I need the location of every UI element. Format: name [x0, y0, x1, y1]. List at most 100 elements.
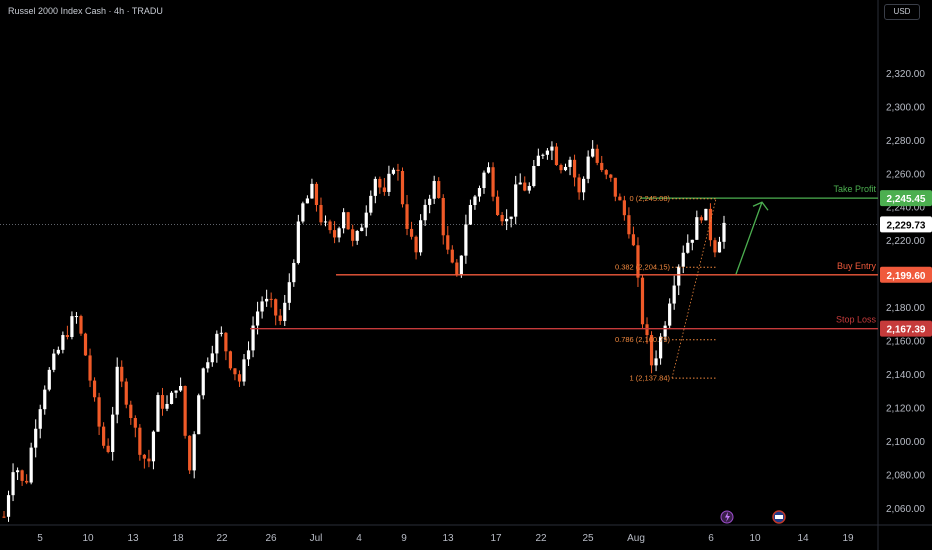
- candle-body: [342, 212, 346, 229]
- candle-body: [582, 178, 586, 193]
- last-price-label: 2,229.73: [887, 220, 926, 231]
- trade-levels: Take Profit Buy Entry Stop Loss: [250, 184, 878, 330]
- y-tick-label: 2,180.00: [886, 303, 925, 314]
- fib-label: 0.382 (2,204.15): [615, 263, 671, 272]
- candle-body: [631, 234, 636, 246]
- candle-body: [550, 146, 554, 151]
- candle-body: [111, 414, 115, 452]
- candle-body: [265, 298, 269, 302]
- fib-label: 0.786 (2,160.79): [615, 335, 671, 344]
- candle-body: [477, 188, 482, 197]
- y-tick-label: 2,320.00: [886, 69, 925, 80]
- level-name: Take Profit: [833, 184, 876, 194]
- candle-body: [2, 516, 6, 518]
- candle-body: [29, 447, 33, 483]
- candle-body: [400, 170, 405, 205]
- last-price-tag: [880, 216, 932, 233]
- y-tick-label: 2,120.00: [886, 403, 925, 414]
- candle-body: [192, 434, 196, 471]
- x-tick-label: 13: [442, 533, 454, 544]
- price-axis[interactable]: 2,060.00 2,080.00 2,100.00 2,120.00 2,140.00…: [880, 69, 932, 515]
- candle-body: [577, 177, 581, 193]
- candle-body: [464, 224, 468, 256]
- candle-body: [595, 148, 599, 163]
- candle-body: [179, 385, 183, 391]
- candle-body: [391, 169, 396, 174]
- level-name: Stop Loss: [836, 315, 877, 325]
- candle-body: [382, 187, 386, 192]
- candle-body: [541, 154, 545, 156]
- candle-body: [486, 167, 491, 173]
- candle-body: [491, 167, 495, 197]
- x-tick-label: 5: [37, 533, 43, 544]
- candle-body: [319, 204, 323, 223]
- x-tick-label: 13: [127, 533, 139, 544]
- candle-body: [708, 208, 713, 241]
- candle-body: [133, 418, 137, 428]
- candle-body: [554, 146, 559, 166]
- candle-body: [83, 333, 88, 356]
- candle-body: [672, 285, 676, 304]
- candle-body: [654, 358, 658, 366]
- candle-body: [138, 427, 142, 455]
- projection-arrow: [735, 202, 763, 275]
- y-tick-label: 2,160.00: [886, 337, 925, 348]
- currency-selector[interactable]: USD: [884, 4, 920, 20]
- y-tick-label: 2,060.00: [886, 504, 925, 515]
- candle-body: [11, 472, 15, 496]
- candle-body: [663, 325, 667, 337]
- candle-body: [527, 186, 531, 191]
- y-tick-label: 2,280.00: [886, 136, 925, 147]
- candle-body: [224, 332, 228, 352]
- x-tick-label: 22: [535, 533, 547, 544]
- x-tick-label: Aug: [627, 533, 645, 544]
- candle-body: [722, 222, 726, 242]
- candle-body: [604, 170, 608, 175]
- candle-body: [337, 228, 341, 238]
- candle-body: [432, 181, 436, 199]
- candle-body: [52, 353, 56, 370]
- candle-body: [713, 240, 717, 253]
- candle-body: [323, 221, 328, 223]
- flag-stripe: [775, 515, 783, 519]
- candle-body: [65, 335, 69, 337]
- time-axis[interactable]: 5 10 13 18 22 26 Jul 4 9 13 17 22 25 Aug 6 10 14 19: [37, 533, 854, 544]
- lightning-glyph: [725, 512, 730, 522]
- candle-body: [97, 397, 101, 427]
- candle-body: [210, 353, 214, 363]
- candle-body: [43, 389, 47, 410]
- candle-body: [536, 155, 540, 166]
- candle-body: [645, 324, 649, 336]
- candle-body: [20, 470, 24, 481]
- level-price-tag: [880, 190, 932, 207]
- arrow-head: [752, 201, 769, 211]
- candle-body: [292, 262, 296, 283]
- candle-body: [659, 336, 663, 359]
- candle-body: [355, 230, 359, 241]
- x-tick-label: 18: [172, 533, 184, 544]
- candle-body: [627, 215, 631, 235]
- candle-body: [396, 169, 400, 171]
- y-tick-label: 2,080.00: [886, 470, 925, 481]
- x-tick-label: 17: [490, 533, 502, 544]
- y-tick-label: 2,220.00: [886, 236, 925, 247]
- candle-body: [636, 245, 640, 278]
- candle-body: [169, 392, 174, 404]
- candle-body: [545, 150, 549, 155]
- candle-body: [25, 480, 29, 483]
- candle-body: [74, 316, 79, 318]
- x-tick-label: 10: [82, 533, 94, 544]
- candle-body: [228, 351, 233, 369]
- x-tick-label: 4: [356, 533, 362, 544]
- candle-body: [505, 218, 509, 222]
- y-tick-label: 2,140.00: [886, 370, 925, 381]
- y-tick-label: 2,260.00: [886, 169, 925, 180]
- candle-body: [237, 374, 242, 382]
- candle-body: [188, 435, 192, 471]
- x-tick-label: 10: [749, 533, 761, 544]
- candle-body: [219, 332, 223, 334]
- candle-body: [88, 355, 92, 381]
- level-price-tag: [880, 320, 932, 337]
- candle-body: [468, 205, 473, 225]
